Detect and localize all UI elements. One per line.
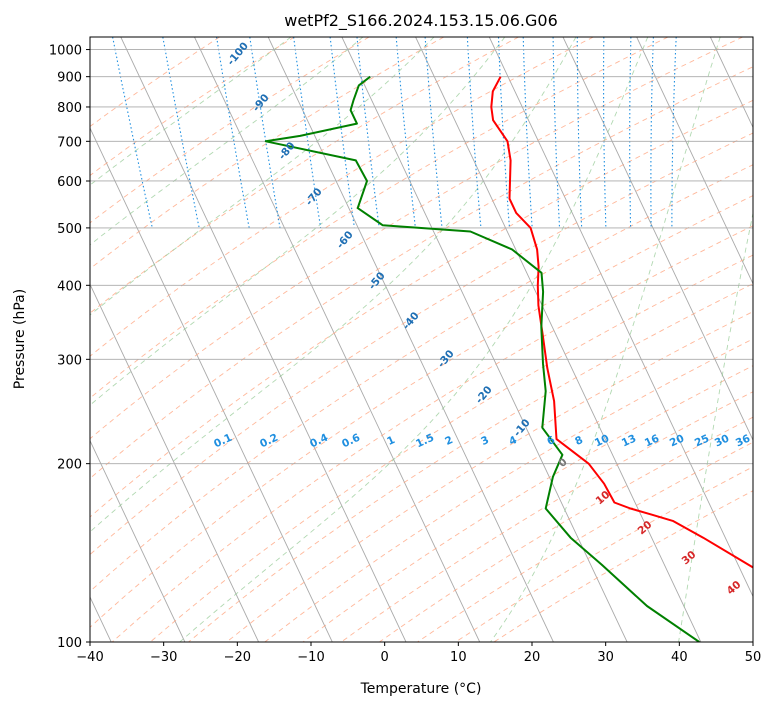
mixing-ratio-line xyxy=(112,37,153,229)
mixing-ratio-line xyxy=(356,37,380,228)
y-tick-label: 900 xyxy=(57,71,82,86)
mixing-ratio-label: 25 xyxy=(693,432,711,449)
mixing-ratio-line xyxy=(293,37,322,228)
y-axis-label: Pressure (hPa) xyxy=(12,289,28,389)
x-tick-label: 30 xyxy=(597,650,614,665)
isotherm-line xyxy=(341,37,628,642)
y-tick-label: 600 xyxy=(57,175,82,190)
dry-adiabat-line xyxy=(90,37,669,399)
isotherm-line xyxy=(194,37,481,642)
mixing-ratio-label: 6 xyxy=(545,434,557,448)
dry-adiabat-line xyxy=(150,254,753,642)
x-axis-label: Temperature (°C) xyxy=(360,681,482,697)
mixing-ratio-label: 8 xyxy=(573,434,585,448)
isotherm-line xyxy=(415,37,702,642)
isotherm-line xyxy=(90,439,186,642)
y-tick-label: 800 xyxy=(57,101,82,116)
profile-series xyxy=(264,75,753,642)
x-tick-label: 50 xyxy=(745,650,762,665)
isotherm-line xyxy=(90,126,333,642)
mixing-ratio-label: 36 xyxy=(734,432,752,449)
mixing-ratio-label: 10 xyxy=(593,432,611,449)
mixing-ratio-line xyxy=(424,37,443,228)
x-tick-label: −10 xyxy=(297,650,324,665)
dry-adiabat-line xyxy=(302,365,753,642)
mixing-ratio-line xyxy=(329,37,355,228)
mixing-ratio-label: 4 xyxy=(507,434,519,448)
mixing-ratio-line xyxy=(395,37,416,228)
isotherm-line xyxy=(90,283,260,642)
x-tick-label: 20 xyxy=(524,650,541,665)
isotherm-line xyxy=(636,37,753,285)
x-tick-label: 40 xyxy=(671,650,688,665)
y-tick-label: 700 xyxy=(57,135,82,150)
y-tick-label: 500 xyxy=(57,222,82,237)
dry-adiabat-line xyxy=(90,132,753,556)
dry-adiabat-line xyxy=(90,37,594,357)
dry-adiabat-line xyxy=(90,195,753,628)
mixing-ratio-label: 13 xyxy=(620,432,638,449)
moist-adiabat-line xyxy=(179,37,649,642)
y-tick-label: 300 xyxy=(57,353,82,368)
mixing-ratio-label: 2 xyxy=(443,434,455,448)
x-tick-label: −40 xyxy=(76,650,103,665)
dry-adiabat-line xyxy=(90,37,743,440)
chart-title: wetPf2_S166.2024.153.15.06.G06 xyxy=(284,11,558,31)
isotherm-line xyxy=(120,37,407,642)
temperature-line xyxy=(490,76,753,569)
mixing-ratio-label: 1 xyxy=(385,434,397,448)
background-lines xyxy=(90,37,753,642)
dry-adiabat-line xyxy=(90,37,370,224)
mixing-ratio-label: 3 xyxy=(479,434,491,448)
isotherm-line xyxy=(562,37,753,442)
moist-adiabat-line xyxy=(90,37,364,246)
x-tick-label: −30 xyxy=(150,650,177,665)
x-tick-label: −20 xyxy=(224,650,251,665)
plot-frame xyxy=(89,36,754,643)
dry-adiabat-line xyxy=(90,37,220,127)
dewpoint-line xyxy=(264,75,700,642)
y-tick-label: 200 xyxy=(57,458,82,473)
y-axis-ticks: 100 200 300 400 500 600 700 800 900 1000 xyxy=(49,44,90,651)
x-tick-label: 10 xyxy=(450,650,467,665)
dry-adiabat-line xyxy=(90,37,445,270)
x-axis-ticks: −40 −30 −20 −10 0 10 20 30 40 50 xyxy=(76,642,761,665)
y-tick-label: 100 xyxy=(57,636,82,651)
mixing-ratio-label: 20 xyxy=(668,432,686,449)
mixing-ratio-line xyxy=(249,37,281,228)
grid-lines xyxy=(90,49,753,642)
isotherm-line xyxy=(267,37,554,642)
mixing-ratio-label: 30 xyxy=(713,432,731,449)
y-tick-label: 400 xyxy=(57,279,82,294)
moist-adiabat-line xyxy=(90,37,577,533)
mixing-ratio-label: 16 xyxy=(643,432,661,449)
x-tick-label: 0 xyxy=(381,650,389,665)
isotherm-line xyxy=(488,37,753,598)
y-tick-label: 1000 xyxy=(49,44,82,59)
dry-adiabat-line xyxy=(226,311,753,642)
